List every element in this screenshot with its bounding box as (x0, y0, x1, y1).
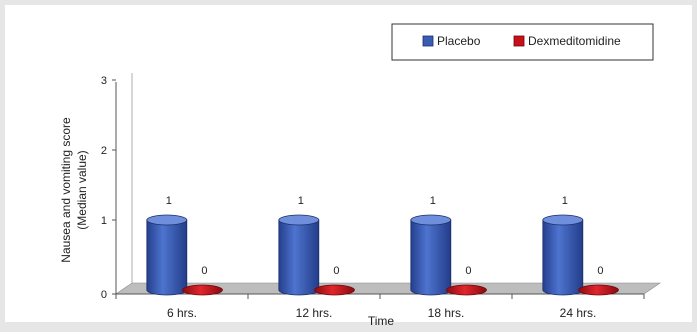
x-tick-label: 18 hrs. (428, 306, 465, 320)
bars-layer: 1 0 1 0 1 0 1 0 (146, 195, 619, 296)
data-label-dexmeditomidine: 0 (465, 265, 471, 277)
legend-swatch-placebo (422, 35, 434, 47)
bar-placebo (410, 214, 452, 296)
bar-top (278, 214, 320, 226)
legend: Placebo Dexmeditomidine (391, 23, 654, 61)
x-tick-label: 24 hrs. (560, 306, 597, 320)
data-label-placebo: 1 (430, 195, 436, 207)
legend-label-dexmeditomidine: Dexmeditomidine (528, 34, 621, 48)
bar-flat (446, 284, 487, 296)
data-label-dexmeditomidine: 0 (333, 265, 339, 277)
y-tick-label: 2 (101, 145, 107, 157)
legend-label-placebo: Placebo (437, 34, 481, 48)
data-label-dexmeditomidine: 0 (597, 265, 603, 277)
data-label-placebo: 1 (562, 195, 568, 207)
x-axis-ticks: 6 hrs. 12 hrs. 18 hrs. 24 hrs. (115, 294, 645, 320)
bar-placebo (278, 214, 320, 296)
y-axis-title-line-2: (Median value) (75, 150, 89, 229)
data-label-placebo: 1 (298, 195, 304, 207)
bar-flat (314, 284, 355, 296)
bar-flat (578, 284, 619, 296)
legend-swatch-dexmeditomidine (513, 35, 525, 47)
data-label-placebo: 1 (166, 195, 172, 207)
bar-body (542, 219, 584, 296)
y-tick-label: 3 (101, 75, 107, 87)
bar-placebo (542, 214, 584, 296)
bar-dexmeditomidine (182, 284, 223, 296)
bar-body (410, 219, 452, 296)
bar-placebo (146, 214, 188, 296)
bar-flat (182, 284, 223, 296)
x-tick-label: 12 hrs. (296, 306, 333, 320)
bar-top (542, 214, 584, 226)
bar-top (146, 214, 188, 226)
x-axis-title: Time (368, 314, 395, 327)
data-label-dexmeditomidine: 0 (201, 265, 207, 277)
x-tick-label: 6 hrs. (167, 306, 197, 320)
bar-body (146, 219, 188, 296)
bar-body (278, 219, 320, 296)
y-axis-title-line-1: Nausea and vomiting score (59, 117, 73, 263)
y-tick-label: 1 (101, 215, 107, 227)
bar-dexmeditomidine (446, 284, 487, 296)
y-axis-ticks: 0 1 2 3 (101, 75, 116, 301)
y-tick-label: 0 (101, 289, 107, 301)
bar-dexmeditomidine (578, 284, 619, 296)
bar-top (410, 214, 452, 226)
bar-dexmeditomidine (314, 284, 355, 296)
